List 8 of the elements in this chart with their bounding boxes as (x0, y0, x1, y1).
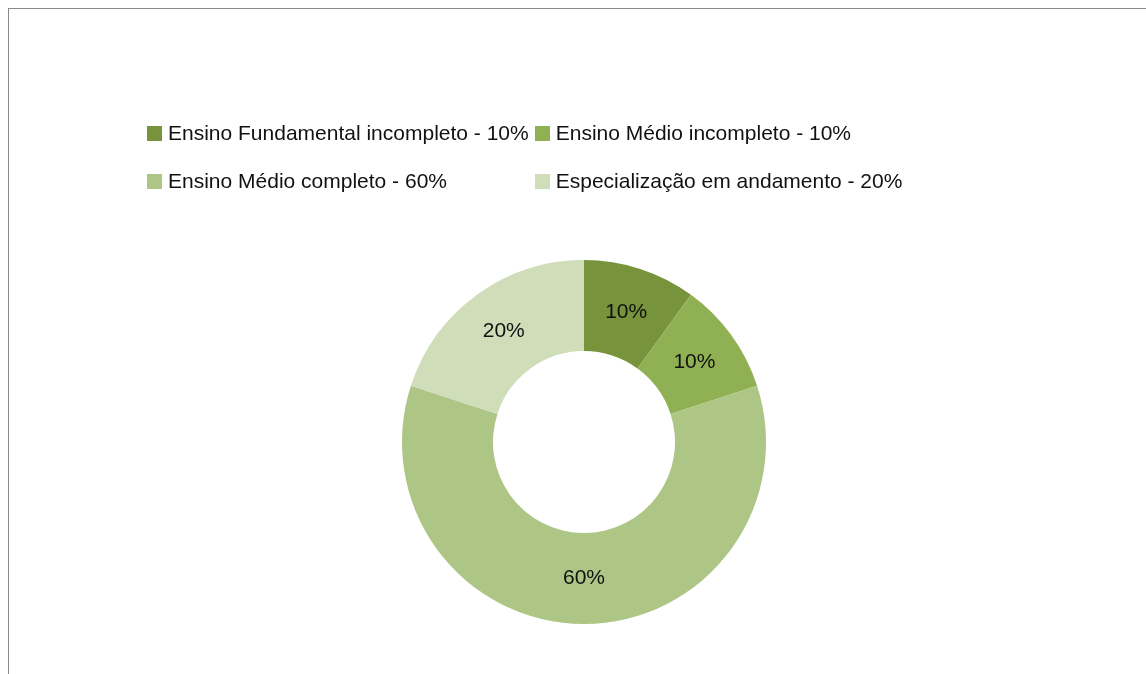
data-label: 60% (562, 565, 606, 589)
data-label: 10% (673, 348, 716, 372)
legend-label: Especialização em andamento - 20% (555, 169, 903, 193)
legend-label: Ensino Médio completo - 60% (168, 169, 447, 193)
data-label: 10% (605, 298, 648, 322)
legend-label: Ensino Fundamental incompleto - 10% (168, 121, 529, 145)
data-label: 20% (482, 318, 525, 342)
legend-label: Ensino Médio incompleto - 10% (555, 121, 852, 145)
